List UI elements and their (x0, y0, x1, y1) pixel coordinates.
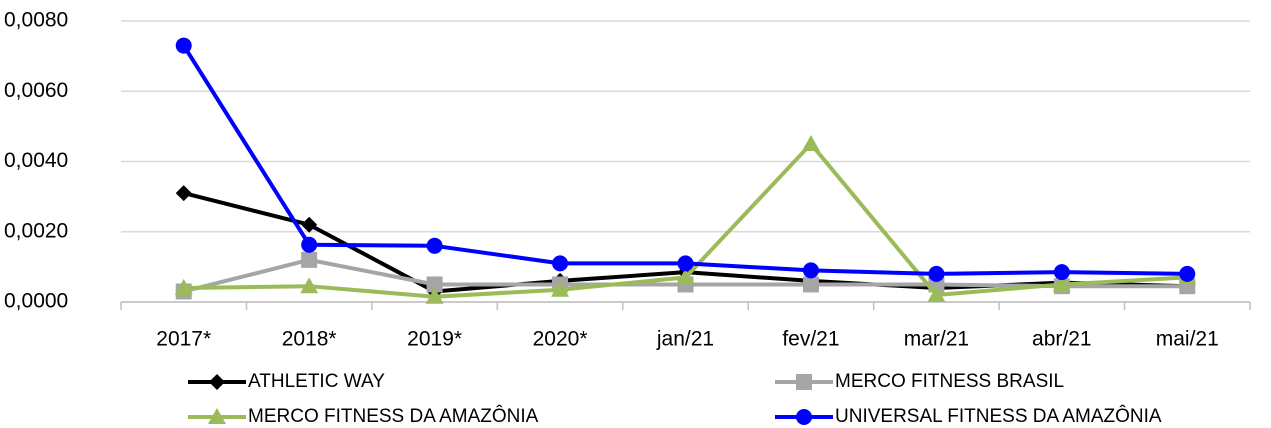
point (300, 277, 319, 294)
point (208, 408, 226, 424)
point (426, 276, 443, 293)
x-tick-label: 2019* (407, 328, 462, 351)
point (301, 216, 318, 233)
y-tick-label: 0,0080 (4, 9, 68, 32)
point (927, 285, 946, 302)
point (928, 265, 945, 282)
legend: ATHLETIC WAY MERCO FITNESS BRASIL MERCO FI… (188, 371, 1162, 427)
point (1179, 265, 1196, 282)
y-tick-label: 0,0040 (4, 149, 68, 172)
y-tick-label: 0,0060 (4, 79, 68, 102)
legend-label: ATHLETIC WAY (248, 371, 385, 392)
point (676, 268, 695, 285)
point (552, 255, 569, 272)
y-tick-label: 0,0000 (4, 290, 68, 313)
point (677, 255, 694, 272)
point (174, 278, 193, 295)
point (426, 237, 443, 254)
point (1052, 275, 1071, 292)
point (301, 251, 318, 268)
x-tick-label: fev/21 (782, 328, 839, 351)
point (801, 134, 820, 151)
legend-label: MERCO FITNESS DA AMAZÔNIA (248, 405, 539, 427)
point (301, 236, 318, 253)
x-tick-label: 2017* (156, 328, 211, 351)
point (802, 276, 819, 293)
point (796, 409, 812, 425)
x-tick-label: 2020* (533, 328, 588, 351)
x-tick-label: mar/21 (904, 328, 969, 351)
point (802, 262, 819, 279)
point (209, 374, 225, 390)
point (425, 287, 444, 304)
point (175, 185, 192, 202)
point (796, 374, 812, 390)
y-tick-label: 0,0020 (4, 219, 68, 242)
point (175, 37, 192, 54)
point (1053, 264, 1070, 281)
x-tick-label: abr/21 (1032, 328, 1092, 351)
x-tick-label: mai/21 (1156, 328, 1219, 351)
point (551, 280, 570, 297)
legend-label: MERCO FITNESS BRASIL (835, 371, 1064, 392)
legend-label: UNIVERSAL FITNESS DA AMAZÔNIA (835, 405, 1162, 427)
x-tick-label: jan/21 (656, 328, 714, 351)
x-tick-label: 2018* (282, 328, 337, 351)
